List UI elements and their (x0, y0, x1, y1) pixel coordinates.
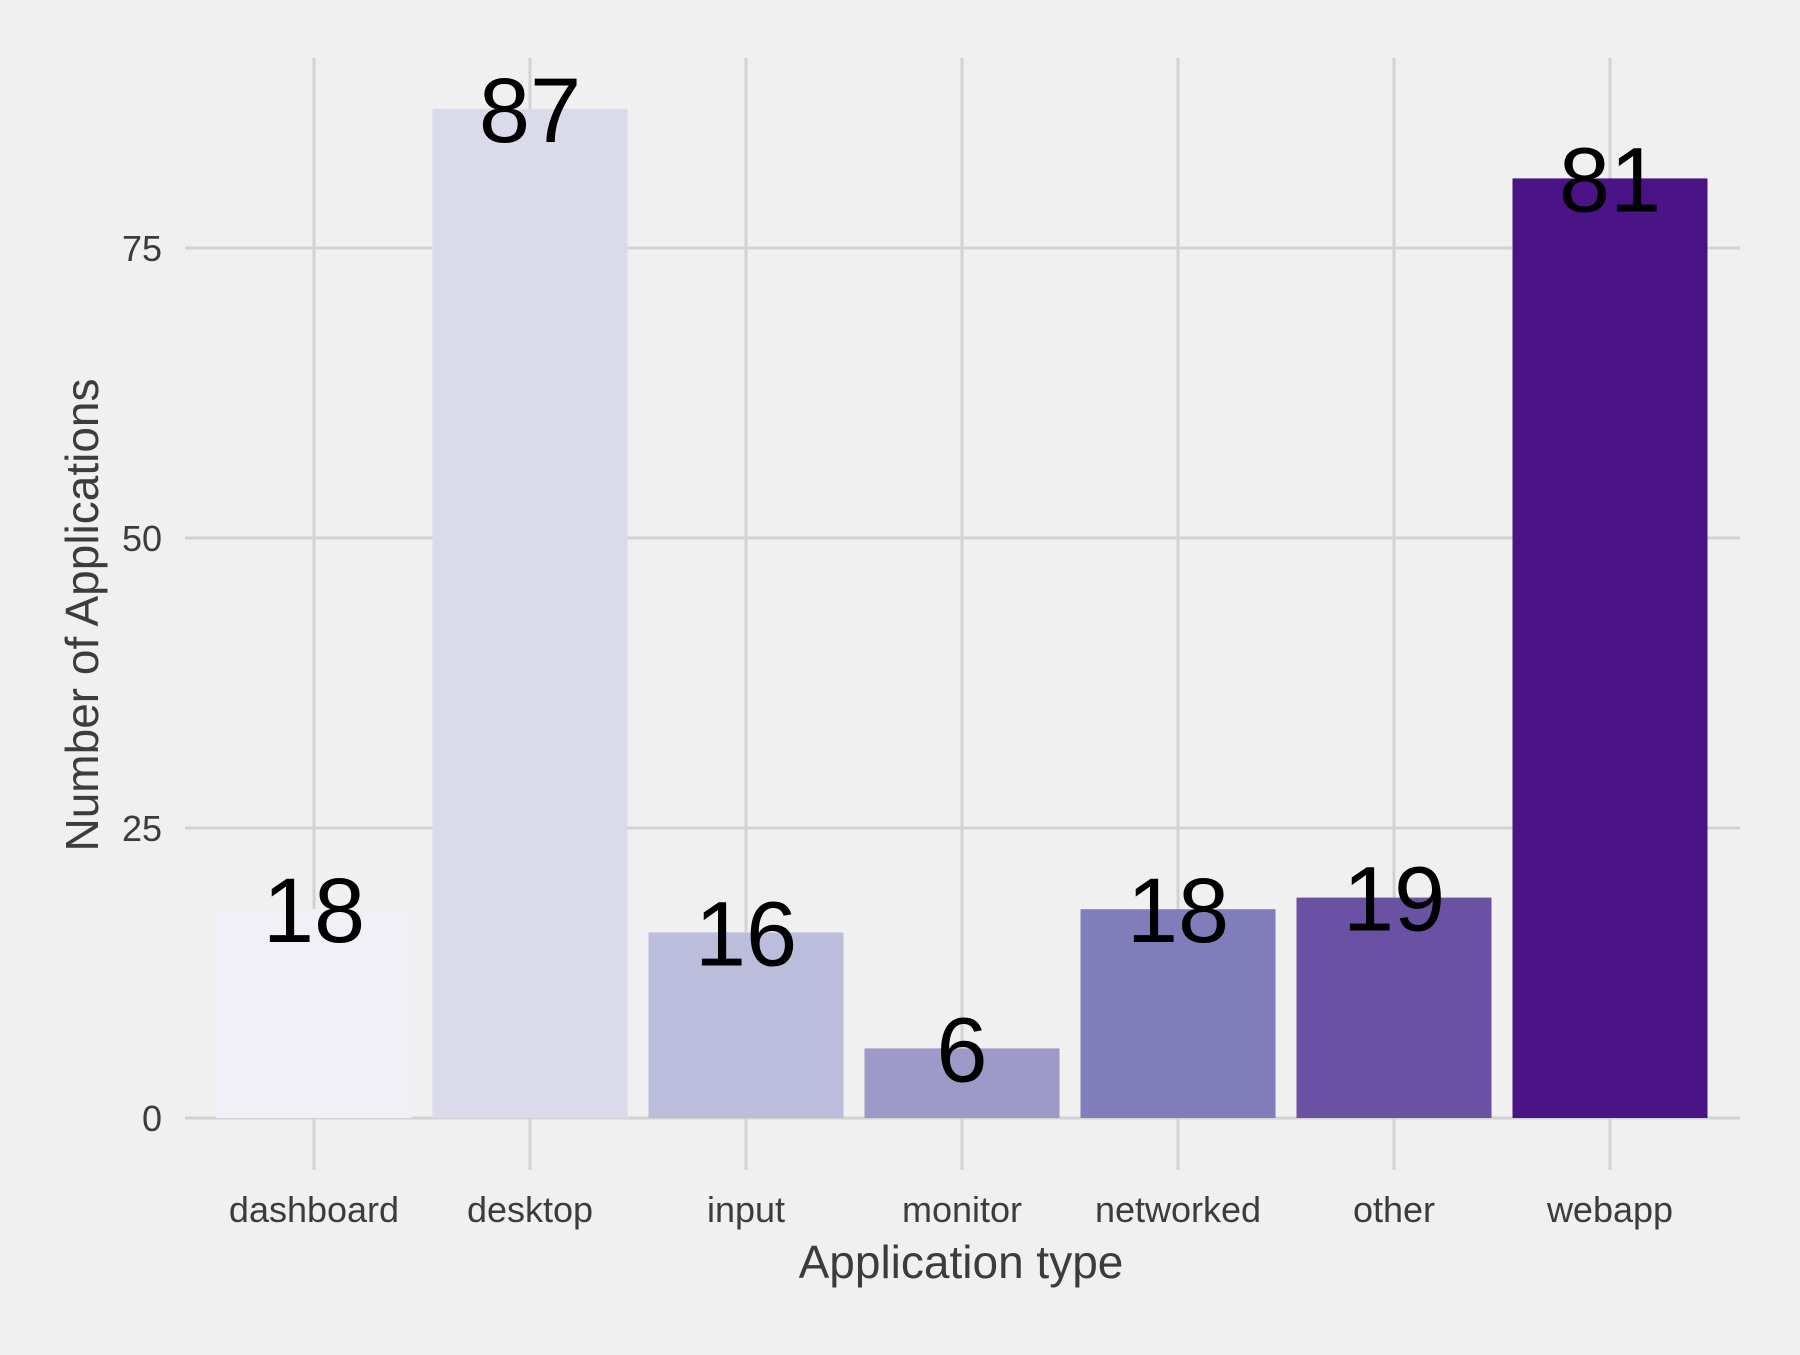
x-tick-label-networked: networked (1095, 1189, 1261, 1230)
y-tick-label-75: 75 (122, 228, 162, 269)
bar-networked (1080, 909, 1276, 1118)
bar-layer (216, 108, 1708, 1119)
x-tick-label-input: input (707, 1189, 785, 1230)
x-axis-title: Application type (799, 1236, 1124, 1288)
bar-monitor (864, 1048, 1060, 1118)
bar-value-label-webapp: 81 (1559, 129, 1661, 231)
bar-value-label-input: 16 (695, 883, 797, 985)
axis-layer: 0 25 50 75 dashboard desktop input monitor netwo… (122, 228, 1673, 1230)
y-tick-label-0: 0 (142, 1098, 162, 1139)
x-tick-label-monitor: monitor (902, 1189, 1022, 1230)
bar-value-label-desktop: 87 (479, 60, 581, 162)
bar-desktop (432, 108, 628, 1119)
bar-value-label-monitor: 6 (936, 999, 987, 1101)
y-axis-title: Number of Applications (56, 378, 108, 851)
bar-dashboard (216, 909, 412, 1118)
x-tick-label-other: other (1353, 1189, 1435, 1230)
y-tick-label-25: 25 (122, 808, 162, 849)
value-label-layer: 18 87 16 6 18 19 81 (263, 60, 1661, 1102)
x-tick-label-desktop: desktop (467, 1189, 593, 1230)
x-tick-label-dashboard: dashboard (229, 1189, 399, 1230)
x-tick-label-webapp: webapp (1546, 1189, 1673, 1230)
bar-value-label-networked: 18 (1127, 860, 1229, 962)
y-tick-label-50: 50 (122, 518, 162, 559)
bar-webapp (1512, 178, 1708, 1118)
bar-input (648, 932, 844, 1118)
bar-value-label-other: 19 (1343, 849, 1445, 951)
bar-value-label-dashboard: 18 (263, 860, 365, 962)
bar-other (1296, 897, 1492, 1118)
